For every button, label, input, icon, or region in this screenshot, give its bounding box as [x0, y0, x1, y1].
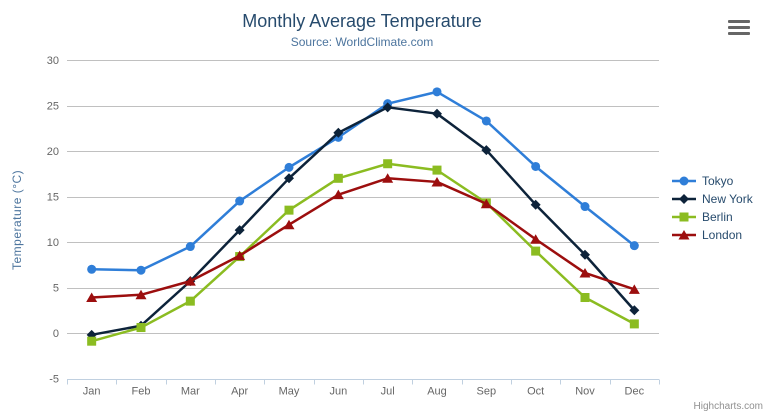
data-point[interactable] — [185, 242, 195, 252]
tokyo-legend-marker-icon — [672, 176, 696, 186]
y-tick-label: 30 — [47, 55, 59, 67]
data-point — [679, 176, 689, 186]
x-tick-label: Oct — [527, 386, 544, 398]
data-point[interactable] — [432, 87, 442, 97]
series-line[interactable] — [90, 106, 636, 337]
legend-item-london[interactable]: London — [671, 226, 765, 244]
data-point[interactable] — [136, 323, 146, 333]
legend-label: New York — [702, 192, 753, 206]
data-point[interactable] — [531, 161, 541, 171]
data-point[interactable] — [283, 219, 295, 230]
x-tick-label: Apr — [231, 386, 248, 398]
data-point[interactable] — [87, 336, 97, 346]
data-point[interactable] — [481, 145, 492, 156]
x-tick-label: Dec — [625, 386, 645, 398]
data-point[interactable] — [382, 102, 393, 113]
legend-item-berlin[interactable]: Berlin — [671, 208, 765, 226]
hamburger-icon — [728, 32, 750, 35]
data-point[interactable] — [580, 202, 590, 212]
data-point[interactable] — [284, 162, 294, 172]
y-axis-title: Temperature (°C) — [10, 169, 24, 270]
legend-item-tokyo[interactable]: Tokyo — [671, 172, 765, 190]
legend: Tokyo New York Berlin London — [671, 172, 765, 244]
x-tick-label: Nov — [575, 386, 595, 398]
data-point[interactable] — [530, 234, 542, 244]
data-point[interactable] — [481, 116, 491, 126]
data-point[interactable] — [136, 265, 146, 275]
series-line[interactable] — [90, 162, 636, 343]
data-point[interactable] — [332, 189, 344, 200]
data-point[interactable] — [185, 296, 195, 306]
data-point[interactable] — [629, 305, 640, 316]
data-point[interactable] — [580, 249, 590, 260]
x-tick-label: Sep — [477, 386, 497, 398]
data-point[interactable] — [284, 173, 294, 184]
data-point[interactable] — [628, 284, 640, 294]
y-tick-label: 5 — [53, 283, 59, 295]
legend-label: Tokyo — [702, 174, 734, 188]
data-point[interactable] — [234, 225, 245, 236]
legend-label: Berlin — [702, 210, 733, 224]
series-london[interactable] — [86, 173, 640, 303]
x-tick-label: Feb — [132, 386, 151, 398]
y-tick-label: 0 — [53, 328, 59, 340]
data-point[interactable] — [629, 319, 639, 329]
x-tick-label: Mar — [181, 386, 200, 398]
x-tick-label: May — [279, 386, 300, 398]
data-point[interactable] — [87, 264, 97, 274]
y-tick-label: 20 — [47, 146, 59, 158]
data-point[interactable] — [86, 292, 98, 303]
data-point[interactable] — [382, 173, 394, 183]
data-point[interactable] — [333, 127, 344, 138]
legend-item-new-york[interactable]: New York — [671, 190, 765, 208]
export-menu-button[interactable] — [728, 20, 750, 35]
data-point — [678, 230, 690, 240]
data-point — [679, 194, 689, 204]
highcharts-credits-link[interactable]: Highcharts.com — [693, 401, 763, 412]
y-tick-label: -5 — [49, 374, 59, 386]
chart-title: Monthly Average Temperature — [242, 11, 482, 31]
hamburger-icon — [728, 20, 750, 23]
data-point — [679, 212, 689, 222]
data-point[interactable] — [333, 173, 343, 183]
data-point[interactable] — [383, 159, 393, 169]
x-tick-label: Jan — [83, 386, 101, 398]
data-point[interactable] — [530, 199, 541, 210]
series-new-york[interactable] — [86, 102, 640, 340]
data-point[interactable] — [284, 205, 294, 215]
data-point[interactable] — [579, 267, 591, 278]
series-tokyo[interactable] — [87, 87, 639, 275]
data-point[interactable] — [629, 241, 639, 251]
data-point[interactable] — [432, 165, 442, 175]
berlin-legend-marker-icon — [672, 212, 696, 222]
data-point[interactable] — [531, 246, 541, 256]
data-point[interactable] — [235, 196, 245, 206]
series-line[interactable] — [90, 90, 636, 272]
data-point[interactable] — [580, 293, 590, 303]
new-york-legend-marker-icon — [672, 194, 696, 204]
y-tick-label: 10 — [47, 237, 59, 249]
legend-label: London — [702, 228, 743, 242]
london-legend-marker-icon — [672, 230, 696, 240]
data-point[interactable] — [432, 108, 442, 119]
x-tick-label: Aug — [427, 386, 447, 398]
y-tick-label: 15 — [47, 192, 59, 204]
data-point[interactable] — [135, 289, 147, 300]
data-point[interactable] — [184, 276, 196, 286]
x-tick-label: Jun — [329, 386, 347, 398]
series-line[interactable] — [90, 177, 636, 299]
data-point[interactable] — [480, 198, 492, 209]
x-tick-label: Jul — [381, 386, 395, 398]
chart-subtitle: Source: WorldClimate.com — [290, 35, 434, 49]
hamburger-icon — [728, 26, 750, 29]
data-point[interactable] — [431, 176, 443, 187]
data-point[interactable] — [234, 250, 246, 261]
y-tick-label: 25 — [47, 101, 59, 113]
